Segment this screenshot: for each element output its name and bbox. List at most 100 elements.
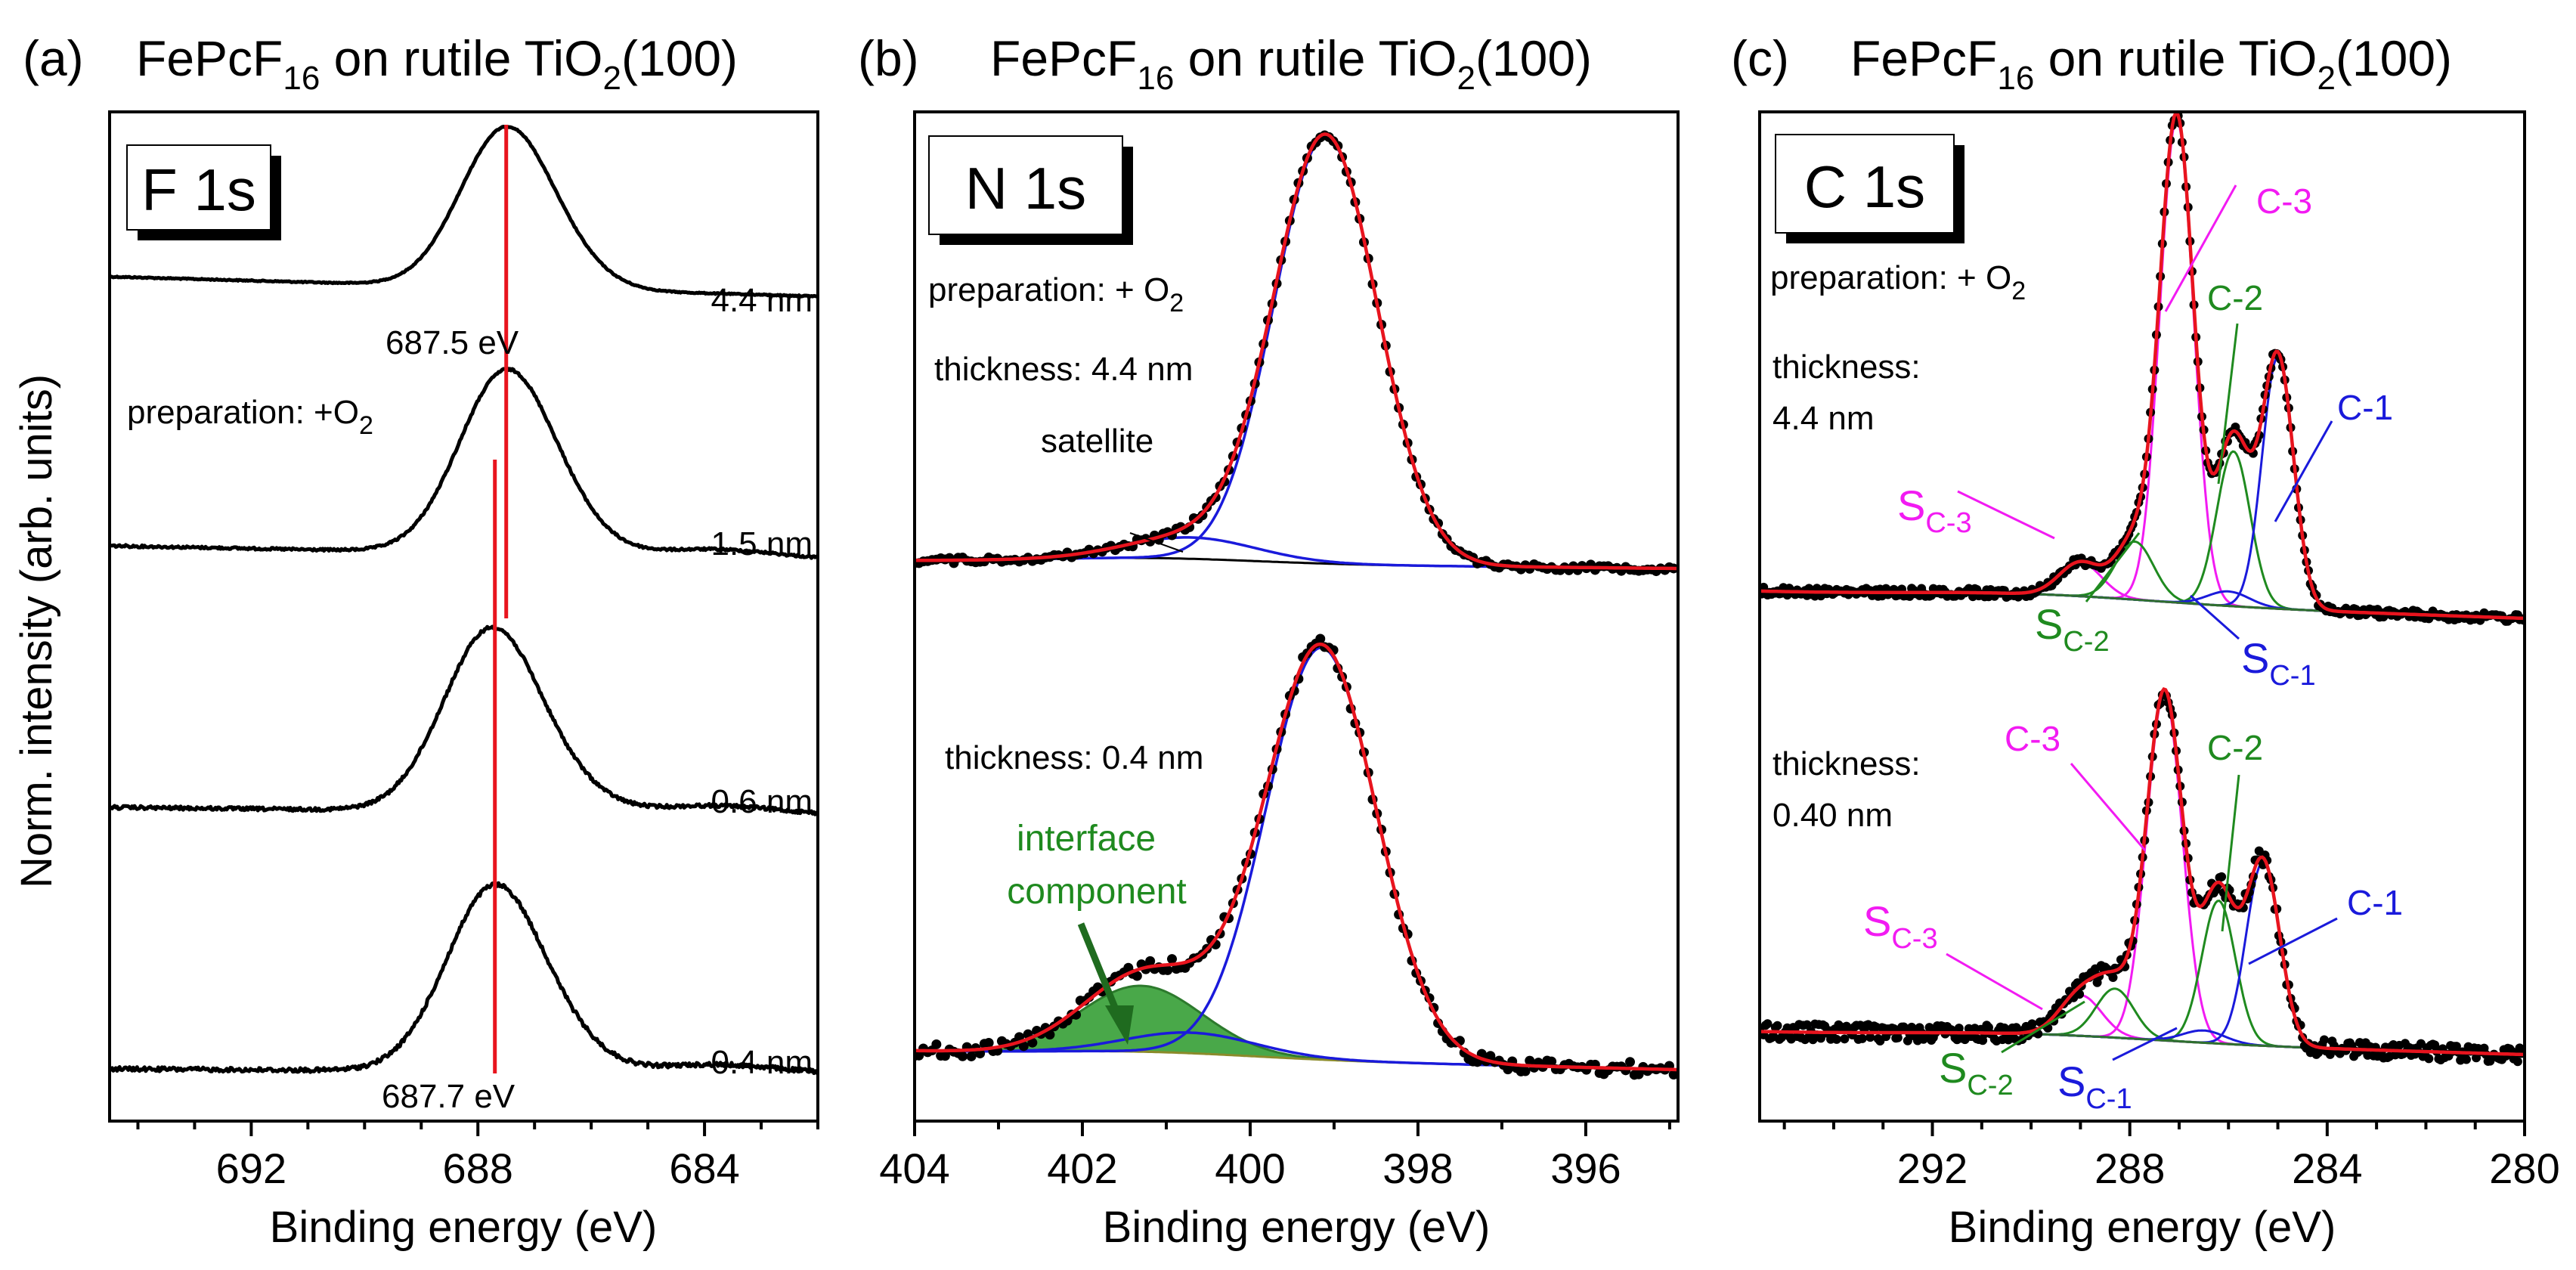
panel-c-core-level-box [1775,134,1955,234]
data-point [2325,1049,2335,1059]
x-tick-label: 280 [2489,1145,2559,1192]
data-point [2472,1053,2482,1063]
label-c2-top: C-2 [2207,278,2263,318]
panel-b-thickness-bottom: thickness: 0.4 nm [945,739,1203,776]
label-c3-bottom: C-3 [2005,719,2060,758]
data-point [2217,872,2227,881]
interface-component-fill [915,986,1677,1070]
panel-b-letter: (b) [858,30,919,86]
x-tick-label: 396 [1550,1145,1621,1192]
x-tick-label: 684 [669,1145,739,1192]
panel-a-thickness-3: 0.6 nm [711,783,813,820]
panel-b-preparation-label: preparation: + O2 [928,271,1184,318]
data-point [957,1051,968,1061]
label-sc2-top: SC-2 [2035,600,2110,658]
data-point [2424,1054,2434,1064]
data-point [1315,633,1326,644]
panel-c-top-labels: C-3 C-2 C-1 SC-3 SC-2 SC-1 [1897,181,2393,692]
panel-c-core-level-label: C 1s [1804,153,1925,220]
panel-c-bottom-labels: C-3 C-2 C-1 SC-3 SC-2 SC-1 [1863,719,2403,1115]
panel-a: (a) FePcF16 on rutile TiO2(100) 692 688 68… [23,30,819,1252]
spectrum-44nm [110,125,818,299]
panel-a-frame [108,110,819,1123]
panel-b-interface-label-1: interface [1017,819,1156,859]
panel-a-preparation-label: preparation: +O2 [127,394,373,440]
data-point [2075,990,2085,999]
fit-envelope [1760,687,2523,1057]
panel-b-core-level-label: N 1s [965,155,1086,221]
panel-c-thickness-top-2: 4.4 nm [1773,400,1875,437]
panel-a-thickness-2: 1.5 nm [711,525,813,562]
panel-a-x-ticks: 692 688 684 [136,1121,819,1192]
data-point [1668,1069,1678,1080]
panel-a-letter: (a) [23,30,84,86]
panel-c: (c) FePcF16 on rutile TiO2(100) 292 288 28… [1731,30,2560,1252]
x-tick-label: 688 [443,1145,513,1192]
panel-b-core-level-box [928,135,1123,235]
data-point [1831,1034,1841,1044]
panel-b-title: FePcF16 on rutile TiO2(100) [990,30,1592,97]
data-point [1763,1019,1773,1029]
x-tick-label: 402 [1047,1145,1117,1192]
panel-b-plot [915,130,1678,1080]
panel-a-plot [110,125,818,1076]
data-point [1893,1033,1903,1042]
data-point [1045,1030,1055,1040]
panel-b-thickness-top: thickness: 4.4 nm [934,351,1193,388]
data-point [1145,956,1156,966]
x-tick-label: 398 [1382,1145,1453,1192]
panel-c-x-label: Binding energy (eV) [1949,1203,2336,1252]
panel-a-core-level-label: F 1s [141,156,256,223]
label-c1-top: C-1 [2337,388,2393,427]
fit-envelope [915,642,1677,1072]
data-point [983,1038,994,1049]
panel-a-peak-label-top: 687.5 eV [385,324,519,361]
data-point [966,1051,977,1061]
data-point [1924,1023,1934,1033]
panel-c-thickness-bottom-1: thickness: [1773,745,1921,782]
panel-a-x-label: Binding energy (eV) [270,1203,658,1252]
spectrum-04nm [110,881,818,1076]
data-point [2461,1055,2471,1064]
panel-a-peak-label-bottom: 687.7 eV [382,1078,516,1115]
fit-envelope [1760,112,2524,621]
data-point [1802,1020,1812,1030]
data-point [931,1039,942,1049]
data-point [1503,1064,1513,1075]
panel-c-letter: (c) [1731,30,1789,86]
panel-c-x-ticks: 292 288 284 280 [1782,1121,2560,1192]
panel-b-x-ticks: 404 402 400 398 396 [879,1121,1671,1192]
panel-b-interface-label-2: component [1007,872,1187,912]
panel-b-satellite-label: satellite [1041,423,1153,460]
panel-a-thickness-1: 4.4 nm [711,282,813,319]
data-point [1816,1033,1825,1043]
data-point [1525,1055,1535,1066]
panel-b-x-label: Binding energy (eV) [1103,1203,1491,1252]
data-point [1132,971,1142,981]
data-point [1954,1024,1964,1033]
label-sc1-bottom: SC-1 [2057,1058,2132,1115]
data-point [1857,1033,1867,1043]
panel-a-core-level-box [126,144,271,231]
panel-c-thickness-bottom-2: 0.40 nm [1773,797,1893,834]
panel-a-thickness-4: 0.4 nm [711,1044,813,1081]
label-c2-bottom: C-2 [2207,728,2263,767]
label-sc1-top: SC-1 [2241,634,2316,692]
panel-c-plot [1760,112,2525,1067]
data-point [1163,965,1173,975]
label-sc2-bottom: SC-2 [1939,1044,2014,1101]
data-point [1167,954,1178,965]
x-tick-label: 400 [1215,1145,1285,1192]
data-point [2027,1019,2037,1029]
panel-b-interface-arrow [1077,922,1134,1045]
x-tick-label: 692 [216,1145,286,1192]
panel-b: (b) FePcF16 on rutile TiO2(100) 404 402 40… [858,30,1680,1252]
panel-a-title: FePcF16 on rutile TiO2(100) [136,30,738,97]
label-sc3-bottom: SC-3 [1863,897,1938,955]
spectrum-06nm [110,624,818,816]
data-point [2319,1035,2329,1045]
label-sc3-top: SC-3 [1897,482,1972,539]
data-point [1027,1037,1038,1048]
data-point [2108,972,2118,982]
